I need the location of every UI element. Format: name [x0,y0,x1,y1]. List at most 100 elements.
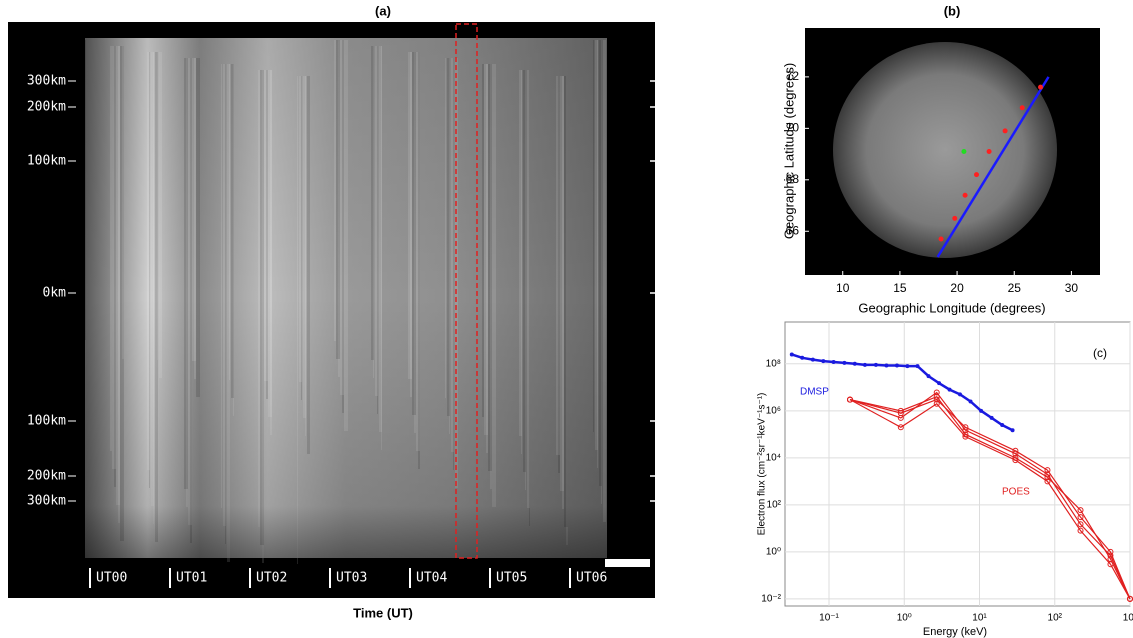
point [894,363,899,368]
series-line [849,391,1131,600]
point [1044,467,1051,474]
point [1077,514,1084,521]
point [933,400,940,407]
point [821,359,826,364]
distance-label: 100km [27,414,66,429]
latitude-label: N70.8 [664,100,703,115]
point [952,215,958,221]
point [957,392,962,397]
point [1038,84,1044,90]
distance-label: 0km [43,286,67,301]
x-tick-label: 25 [1008,281,1022,295]
x-tick-label: 10⁰ [897,613,912,624]
point [1019,105,1025,111]
point [810,357,815,362]
distance-label: 300km [27,494,66,509]
point [974,172,980,178]
point [1012,457,1019,464]
point [897,424,904,431]
point [961,149,967,154]
allsky-image [833,42,1057,258]
point [1107,561,1114,568]
x-tick-label: 30 [1065,281,1079,295]
y-tick-label: 10⁴ [766,452,781,463]
point [962,433,969,440]
series-label: POES [1002,487,1030,498]
x-tick-label: UT05 [496,571,527,586]
scale-bar [605,559,650,567]
point [1000,422,1005,427]
point [979,408,984,413]
latitude-label: N68.1 [664,414,703,429]
point [897,414,904,421]
x-axis-label: Energy (keV) [923,626,987,638]
latitude-label: N71.7 [664,74,703,89]
point [897,407,904,414]
point [1077,527,1084,534]
x-tick-label: UT06 [576,571,607,586]
point [986,149,992,154]
distance-label: 200km [27,100,66,115]
point [846,396,853,403]
series-line [849,399,1131,600]
point [905,364,910,369]
point [926,374,931,379]
distance-label: 300km [27,74,66,89]
point [800,355,805,360]
point [1044,478,1051,485]
x-tick-label: 15 [893,281,907,295]
point [1044,474,1051,481]
keogram-shade [85,38,607,558]
x-tick-label: 10³ [1123,613,1133,624]
x-tick-label: UT00 [96,571,127,586]
y-tick-label: 10⁻² [761,594,781,605]
point [1107,548,1114,555]
y-tick-label: 70 [786,121,800,135]
latitude-label: N69.02 [664,286,711,301]
point [915,364,920,369]
point [842,360,847,365]
y-tick-label: 66 [786,223,800,237]
y-tick-label: 10⁰ [766,547,781,558]
y-tick-label: 72 [786,69,800,83]
point [937,381,942,386]
plot-area [784,321,1131,607]
point [933,389,940,396]
point [938,236,944,242]
point [1077,521,1084,528]
panel-title: (b) [944,3,961,18]
distance-label: 100km [27,154,66,169]
point [873,362,878,367]
distance-label: 200km [27,469,66,484]
point [1002,128,1008,134]
x-tick-label: 20 [950,281,964,295]
latitude-label: N69.9 [664,154,703,169]
latitude-label: N67.2 [664,469,703,484]
point [862,362,867,367]
track-line [936,76,1050,258]
point [884,363,889,368]
x-axis-label: Geographic Longitude (degrees) [858,300,1045,315]
point [852,361,857,366]
x-tick-label: 10¹ [972,613,987,624]
y-tick-label: 10² [767,500,782,511]
y-axis-label: Geographic Latitude (degrees) [781,63,796,239]
x-tick-label: UT02 [256,571,287,586]
y-tick-label: 10⁶ [766,405,781,416]
panel-title: (c) [1093,346,1107,360]
point [1012,450,1019,457]
point [933,393,940,400]
point [1010,428,1015,433]
point [968,399,973,404]
point [831,359,836,364]
point [1077,507,1084,514]
point [962,192,968,198]
latitude-label: N66.4 [664,494,703,509]
x-axis-label: Time (UT) [353,605,413,620]
x-tick-label: 10 [836,281,850,295]
x-tick-label: UT01 [176,571,207,586]
series-line [791,353,1014,432]
x-tick-label: 10² [1048,613,1063,624]
y-tick-label: 68 [786,172,800,186]
